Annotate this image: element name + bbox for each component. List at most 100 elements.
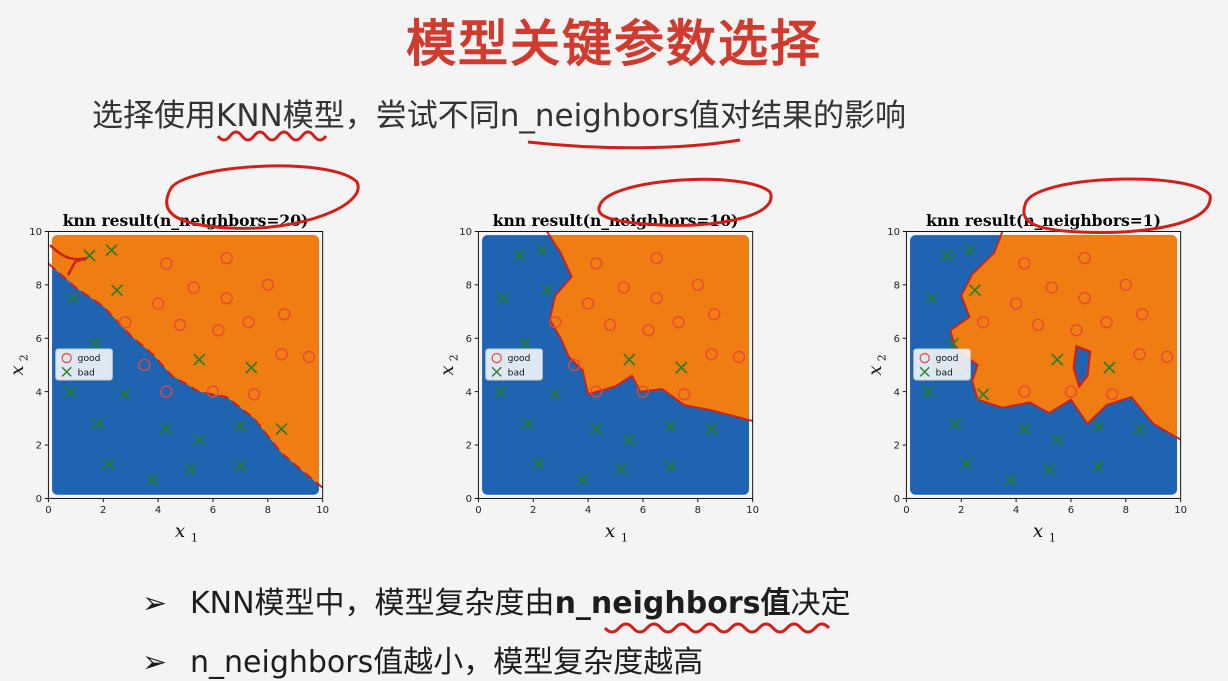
- point-good: [1078, 252, 1091, 265]
- x-tick-label: 2: [100, 505, 106, 516]
- point-good: [302, 350, 316, 364]
- x-axis-label: x: [605, 521, 616, 542]
- point-good: [187, 281, 200, 294]
- x-tick-label: 8: [265, 505, 271, 516]
- point-good: [1160, 350, 1174, 364]
- y-tick-label: 2: [36, 441, 42, 452]
- point-bad: [275, 422, 288, 436]
- legend-bad-marker: [61, 366, 72, 377]
- point-bad: [675, 361, 688, 374]
- region-bad-island: [1072, 344, 1092, 389]
- x-tick-label: 0: [475, 505, 481, 516]
- point-good: [151, 297, 165, 310]
- point-bad: [1092, 420, 1105, 433]
- y-tick-label: 6: [36, 334, 42, 345]
- y-axis-label-group: x2: [440, 354, 460, 375]
- point-good: [173, 318, 187, 332]
- point-good: [590, 385, 603, 398]
- y-axis-label-group: x2: [868, 354, 888, 375]
- legend-bad-marker: [491, 366, 502, 377]
- knn-plot-1: knn result(n_neighbors=20) 0 2 4 6 8 10 0 2 4 6 8 10…: [10, 211, 329, 544]
- point-good: [1078, 292, 1091, 305]
- point-bad: [590, 422, 603, 436]
- point-good: [1119, 278, 1132, 291]
- point-good: [568, 358, 581, 372]
- point-bad: [521, 417, 534, 430]
- point-bad: [88, 337, 102, 350]
- point-bad: [949, 417, 962, 430]
- point-good: [206, 385, 220, 398]
- point-good: [138, 358, 151, 372]
- x-tick-label: 4: [1013, 505, 1019, 516]
- legend-good-label: good: [508, 354, 531, 364]
- y-axis-label-sub: 2: [447, 354, 460, 361]
- point-bad: [119, 388, 132, 401]
- point-good: [642, 324, 655, 337]
- point-good: [247, 388, 261, 401]
- x-tick-label: 4: [585, 505, 591, 516]
- point-good: [212, 324, 225, 337]
- point-bad: [234, 460, 247, 473]
- point-bad: [146, 473, 159, 486]
- y-axis-label-sub: 2: [17, 354, 30, 361]
- point-bad: [941, 249, 954, 262]
- point-bad: [664, 420, 677, 433]
- bullet-item: ➢ n_neighbors值越小，模型复杂度越高: [142, 637, 703, 681]
- y-tick-label: 2: [894, 441, 900, 452]
- point-bad: [193, 433, 206, 446]
- y-tick-label: 4: [36, 387, 42, 398]
- legend-box: [913, 348, 971, 381]
- y-tick-label: 4: [466, 387, 472, 398]
- point-good: [220, 252, 233, 265]
- legend-bad-label: bad: [78, 368, 95, 378]
- point-good: [1064, 385, 1078, 398]
- bullet-marker: ➢: [142, 645, 168, 680]
- point-bad: [540, 284, 554, 297]
- plot-frame: [477, 231, 754, 499]
- legend-bad-label: bad: [936, 368, 953, 378]
- point-bad: [105, 244, 118, 257]
- x-tick-label: 4: [155, 505, 161, 516]
- chart-title: knn result(n_neighbors=1): [926, 211, 1161, 230]
- x-tick-label: 2: [530, 505, 536, 516]
- point-bad: [946, 337, 960, 350]
- legend-good-marker: [491, 352, 502, 364]
- point-bad: [64, 385, 77, 398]
- point-bad: [1092, 460, 1105, 473]
- point-good: [119, 316, 132, 329]
- legend-box: [485, 348, 543, 381]
- point-bad: [184, 462, 198, 476]
- point-good: [278, 308, 291, 321]
- point-bad: [513, 249, 526, 262]
- y-tick-label: 0: [466, 494, 472, 505]
- legend-good-label: good: [936, 354, 959, 364]
- plot-frame: [47, 231, 324, 499]
- point-good: [617, 281, 630, 294]
- bullet-text: KNN模型中，模型复杂度由: [190, 586, 555, 621]
- point-bad: [1042, 462, 1056, 476]
- y-tick-label: 10: [459, 227, 472, 238]
- y-tick-label: 6: [466, 334, 472, 345]
- region-good: [546, 235, 750, 422]
- bullet-marker: ➢: [142, 586, 168, 621]
- point-good: [977, 316, 990, 329]
- bullet-bold-text: n_neighbors值: [554, 586, 791, 621]
- point-bad: [925, 292, 938, 305]
- point-bad: [532, 457, 545, 470]
- point-bad: [494, 385, 507, 398]
- bullet-item: ➢ KNN模型中，模型复杂度由n_neighbors值决定: [142, 578, 850, 622]
- point-bad: [623, 433, 636, 446]
- y-axis-label-group: x2: [10, 354, 30, 375]
- point-good: [581, 297, 595, 310]
- point-bad: [922, 385, 935, 398]
- point-bad: [705, 422, 718, 436]
- point-bad: [102, 457, 115, 470]
- x-axis-label: x: [1033, 521, 1044, 542]
- x-tick-label: 10: [1174, 505, 1187, 516]
- x-axis-label-sub: 1: [621, 531, 628, 544]
- legend-box: [55, 348, 113, 381]
- y-tick-label: 0: [894, 494, 900, 505]
- y-tick-label: 2: [466, 441, 472, 452]
- y-tick-label: 8: [466, 281, 472, 292]
- x-tick-label: 2: [958, 505, 964, 516]
